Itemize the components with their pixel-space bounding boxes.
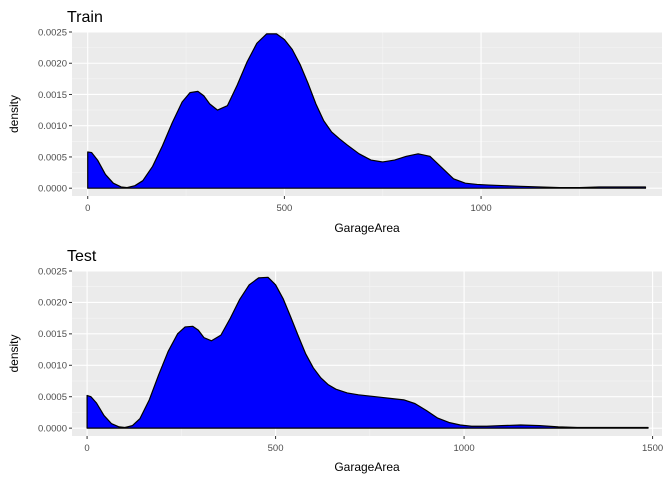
panel2-density-area bbox=[86, 276, 649, 429]
panel1-x-tick-label: 1000 bbox=[470, 203, 491, 214]
panel1-x-tick-label: 0 bbox=[85, 203, 90, 214]
panel2-x-tick-label: 0 bbox=[84, 443, 89, 454]
panel2-y-tick-label: 0.0025 bbox=[38, 266, 67, 277]
panel1-y-tick-label: 0.0000 bbox=[38, 183, 67, 194]
panel1-y-tick-label: 0.0005 bbox=[38, 152, 67, 163]
panel2-y-axis-label: density bbox=[7, 334, 21, 372]
panel2-y-tick-label: 0.0015 bbox=[38, 329, 67, 340]
panel1-y-axis-label: density bbox=[7, 95, 21, 133]
panel2-x-tick-label: 1000 bbox=[454, 443, 475, 454]
panel2-y-tick-label: 0.0005 bbox=[38, 392, 67, 403]
panel1-y-tick-label: 0.0025 bbox=[38, 27, 67, 38]
panel1-y-tick-label: 0.0010 bbox=[38, 121, 67, 132]
panel1-y-tick-label: 0.0020 bbox=[38, 59, 67, 70]
panel2-title: Test bbox=[67, 248, 97, 265]
panel1-density-area bbox=[87, 33, 647, 189]
panel1-x-axis-label: GarageArea bbox=[334, 221, 400, 235]
panel2-y-tick-label: 0.0000 bbox=[38, 423, 67, 434]
panel1-title: Train bbox=[67, 9, 103, 26]
panel1-x-tick-label: 500 bbox=[276, 203, 292, 214]
panel2-y-tick-label: 0.0020 bbox=[38, 298, 67, 309]
panel1-y-tick-label: 0.0015 bbox=[38, 90, 67, 101]
panel2-x-axis-label: GarageArea bbox=[334, 460, 400, 474]
panel2-x-tick-label: 500 bbox=[268, 443, 284, 454]
panel2-y-tick-label: 0.0010 bbox=[38, 361, 67, 372]
panel2-x-tick-label: 1500 bbox=[642, 443, 663, 454]
